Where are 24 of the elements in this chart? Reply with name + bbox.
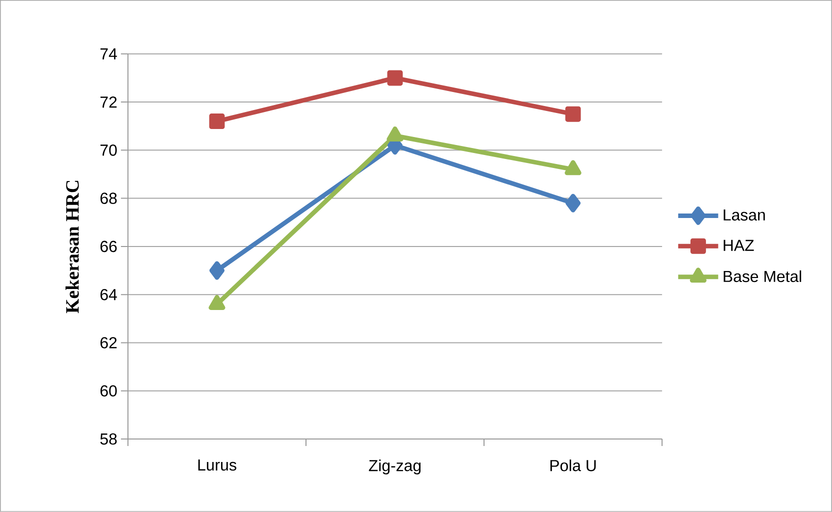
y-tick-label: 66 <box>100 240 117 252</box>
point <box>209 261 224 280</box>
point <box>566 194 581 212</box>
y-tick-label: 64 <box>100 288 117 300</box>
point <box>565 106 581 122</box>
x-tick-label: Pola U <box>550 460 596 472</box>
y-tick-label: 60 <box>100 385 117 397</box>
y-tick-label: 58 <box>100 433 117 445</box>
point <box>564 160 582 176</box>
point <box>387 70 403 86</box>
y-tick-label: 74 <box>100 48 117 60</box>
y-tick-label: 72 <box>100 96 117 108</box>
x-tick-label: Zig-zag <box>368 460 421 474</box>
y-tick-label: 68 <box>100 192 117 204</box>
point <box>208 295 226 310</box>
y-axis-title: Kekerasan HRC <box>66 180 79 314</box>
legend-label: Base Metal <box>724 270 802 282</box>
point <box>386 126 404 142</box>
point <box>209 114 225 130</box>
legend-label: HAZ <box>724 240 754 251</box>
y-tick-label: 62 <box>100 337 117 348</box>
x-tick-label: Lurus <box>198 460 236 471</box>
legend-label: Lasan <box>724 210 765 221</box>
y-tick-label: 70 <box>100 144 117 156</box>
